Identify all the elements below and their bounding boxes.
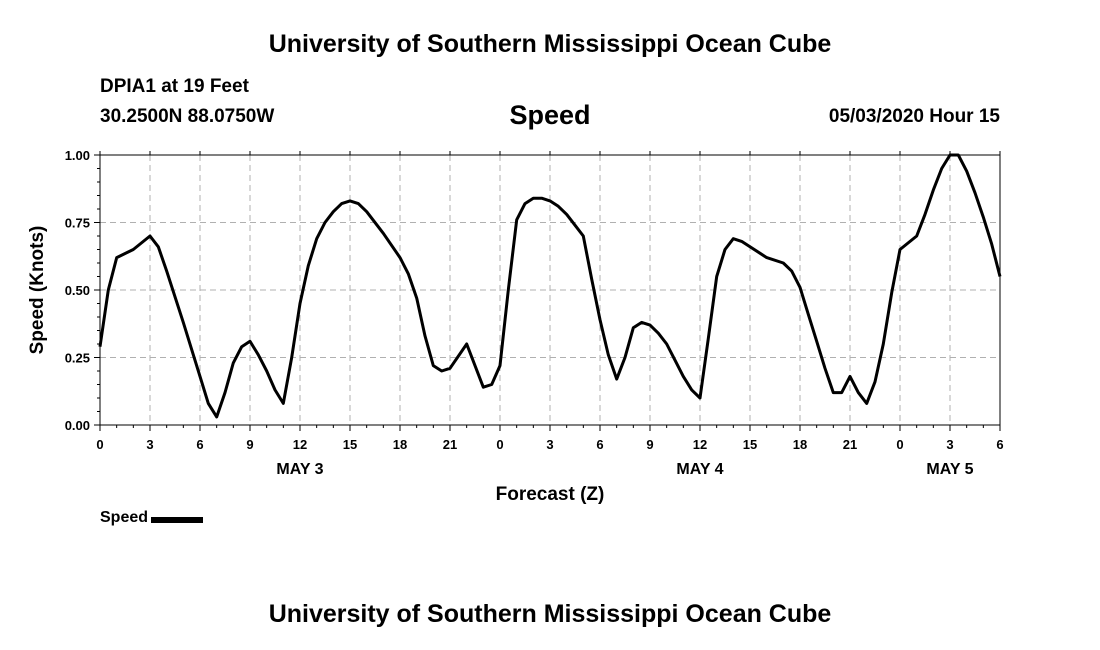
x-tick-label: 0 (96, 437, 103, 452)
x-tick-label: 15 (743, 437, 757, 452)
tick-labels: 0 3 6 9 12 15 18 21 0 3 6 9 12 15 18 21 0 3 6 0.00 0.25 0.50 0… (65, 148, 1004, 478)
chart-title: Speed (509, 100, 591, 130)
x-tick-label: 18 (793, 437, 807, 452)
x-tick-label: 0 (896, 437, 903, 452)
x-axis-label: Forecast (Z) (496, 484, 605, 505)
axes (94, 151, 1001, 431)
y-tick-label: 0.75 (65, 216, 90, 231)
x-tick-label: 12 (293, 437, 307, 452)
x-tick-label: 9 (246, 437, 253, 452)
x-tick-label: 21 (843, 437, 857, 452)
x-tick-label: 9 (646, 437, 653, 452)
series-group (98, 153, 1002, 419)
x-tick-label: 21 (443, 437, 457, 452)
series-line-speed (98, 153, 1002, 419)
day-label: MAY 4 (676, 461, 723, 478)
legend-label: Speed (100, 509, 149, 526)
y-axis-label: Speed (Knots) (27, 226, 48, 355)
y-tick-label: 0.00 (65, 418, 90, 433)
legend-swatch (151, 517, 204, 523)
datetime-label: 05/03/2020 Hour 15 (828, 106, 1000, 127)
x-tick-label: 3 (946, 437, 953, 452)
x-tick-label: 6 (996, 437, 1003, 452)
x-tick-label: 15 (343, 437, 357, 452)
bottom-title: University of Southern Mississippi Ocean… (268, 600, 832, 628)
legend: Speed (100, 509, 204, 527)
x-tick-label: 3 (546, 437, 553, 452)
x-tick-label: 6 (196, 437, 203, 452)
top-title: University of Southern Mississippi Ocean… (268, 30, 832, 58)
x-tick-label: 3 (146, 437, 153, 452)
y-tick-label: 1.00 (65, 148, 90, 163)
x-tick-label: 0 (496, 437, 503, 452)
day-label: MAY 5 (926, 461, 973, 478)
day-label: MAY 3 (276, 461, 323, 478)
x-tick-label: 18 (393, 437, 407, 452)
x-tick-label: 12 (693, 437, 707, 452)
coordinates-label: 30.2500N 88.0750W (100, 106, 275, 127)
y-tick-label: 0.25 (65, 351, 90, 366)
plot-frame (99, 154, 1001, 426)
station-label: DPIA1 at 19 Feet (100, 76, 249, 97)
y-tick-label: 0.50 (65, 283, 90, 298)
x-tick-label: 6 (596, 437, 603, 452)
grid-lines (100, 155, 1000, 425)
